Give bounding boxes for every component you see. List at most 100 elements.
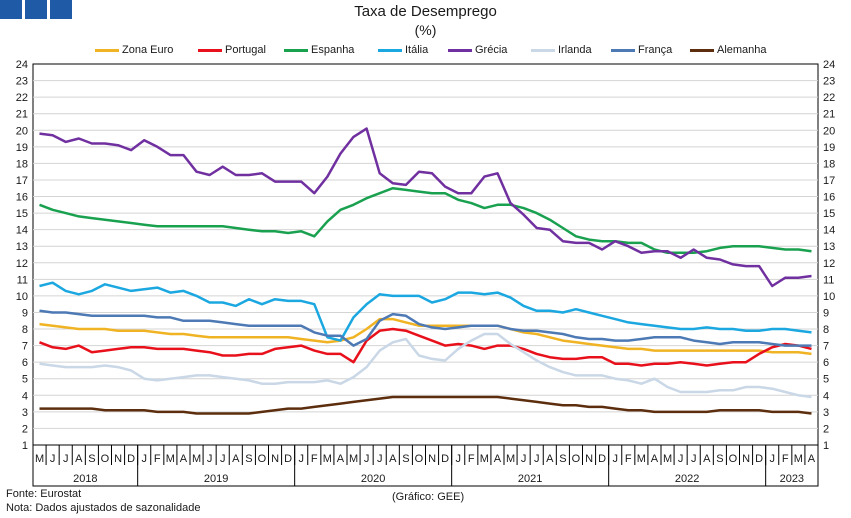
y-tick-label-right: 4 [823, 390, 829, 402]
x-tick-label: A [232, 453, 240, 465]
y-tick-label-left: 9 [22, 307, 28, 319]
x-tick-label: A [546, 453, 554, 465]
y-tick-label-right: 18 [823, 158, 835, 170]
x-tick-label: J [298, 453, 304, 465]
y-tick-label-right: 20 [823, 125, 835, 137]
x-tick-label: J [364, 453, 370, 465]
x-tick-label: J [63, 453, 69, 465]
y-tick-label-left: 14 [16, 225, 28, 237]
legend-label: Itália [405, 44, 429, 56]
x-tick-label: J [534, 453, 540, 465]
x-tick-label: A [337, 453, 345, 465]
x-tick-label: N [742, 453, 750, 465]
y-tick-label-right: 3 [823, 407, 829, 419]
x-tick-label: O [258, 453, 267, 465]
x-tick-label: J [455, 453, 461, 465]
source-note: Fonte: Eurostat [6, 488, 82, 500]
y-tick-label-left: 2 [22, 423, 28, 435]
series-line-grécia [39, 127, 812, 288]
year-label: 2021 [518, 473, 542, 485]
x-tick-label: F [782, 453, 789, 465]
x-tick-label: J [220, 453, 226, 465]
legend-item: Zona Euro [95, 44, 173, 56]
y-tick-label-left: 4 [22, 390, 28, 402]
x-tick-label: F [311, 453, 318, 465]
x-tick-label: D [755, 453, 763, 465]
y-tick-label-left: 22 [16, 92, 28, 104]
legend-swatch [284, 48, 308, 52]
legend-item: Irlanda [531, 44, 592, 56]
x-tick-label: J [521, 453, 527, 465]
legend-label: França [638, 44, 673, 56]
y-tick-label-right: 1 [823, 440, 829, 452]
y-tick-label-left: 8 [22, 324, 28, 336]
x-tick-label: O [415, 453, 424, 465]
x-tick-label: A [389, 453, 397, 465]
y-tick-label-left: 3 [22, 407, 28, 419]
x-tick-label: S [559, 453, 566, 465]
x-tick-label: F [625, 453, 632, 465]
legend-item: França [611, 44, 672, 56]
legend-swatch [198, 48, 222, 52]
x-tick-label: A [651, 453, 659, 465]
legend-label: Zona Euro [122, 44, 174, 56]
x-tick-label: S [245, 453, 252, 465]
x-tick-label: O [572, 453, 581, 465]
x-tick-label: O [101, 453, 110, 465]
legend-swatch [378, 48, 402, 52]
x-tick-label: J [377, 453, 383, 465]
x-tick-label: A [180, 453, 188, 465]
x-tick-label: M [480, 453, 489, 465]
y-tick-label-left: 12 [16, 258, 28, 270]
x-tick-label: A [703, 453, 711, 465]
y-tick-label-right: 17 [823, 175, 835, 187]
year-label: 2018 [73, 473, 97, 485]
y-tick-label-left: 20 [16, 125, 28, 137]
year-label: 2020 [361, 473, 385, 485]
x-tick-label: A [494, 453, 502, 465]
legend-item: Alemanha [690, 44, 767, 56]
y-tick-label-left: 17 [16, 175, 28, 187]
series-line-espanha [39, 186, 812, 255]
legend-swatch [611, 48, 635, 52]
y-tick-label-right: 22 [823, 92, 835, 104]
logo-square [50, 0, 72, 19]
chart-subtitle: (%) [414, 22, 437, 38]
x-tick-label: A [75, 453, 83, 465]
x-tick-label: S [88, 453, 95, 465]
legend-label: Espanha [311, 44, 355, 56]
legend-swatch [690, 48, 714, 52]
x-tick-label: M [323, 453, 332, 465]
x-tick-label: M [192, 453, 201, 465]
x-tick-label: J [50, 453, 56, 465]
y-tick-label-right: 23 [823, 76, 835, 88]
x-tick-label: M [35, 453, 44, 465]
y-tick-label-left: 21 [16, 109, 28, 121]
x-tick-label: N [271, 453, 279, 465]
x-tick-label: O [729, 453, 738, 465]
x-tick-label: J [141, 453, 147, 465]
adjustment-note: Nota: Dados ajustados de sazonalidade [6, 502, 201, 514]
legend-item: Espanha [284, 44, 354, 56]
legend-swatch [531, 48, 555, 52]
x-tick-label: S [402, 453, 409, 465]
logo [0, 0, 72, 19]
y-tick-label-left: 23 [16, 76, 28, 88]
legend-swatch [448, 48, 472, 52]
x-tick-label: D [598, 453, 606, 465]
y-tick-label-right: 13 [823, 241, 835, 253]
y-tick-label-left: 10 [16, 291, 28, 303]
x-tick-label: M [637, 453, 646, 465]
y-tick-label-right: 11 [823, 274, 834, 286]
series-line-alemanha [39, 395, 812, 415]
x-tick-label: J [612, 453, 618, 465]
x-tick-label: D [441, 453, 449, 465]
y-tick-label-right: 19 [823, 142, 835, 154]
chart-credit: (Gráfico: GEE) [392, 491, 465, 503]
x-tick-label: S [716, 453, 723, 465]
legend-label: Grécia [475, 44, 508, 56]
legend-item: Portugal [198, 44, 266, 56]
y-tick-label-left: 11 [17, 274, 28, 286]
x-tick-label: M [794, 453, 803, 465]
